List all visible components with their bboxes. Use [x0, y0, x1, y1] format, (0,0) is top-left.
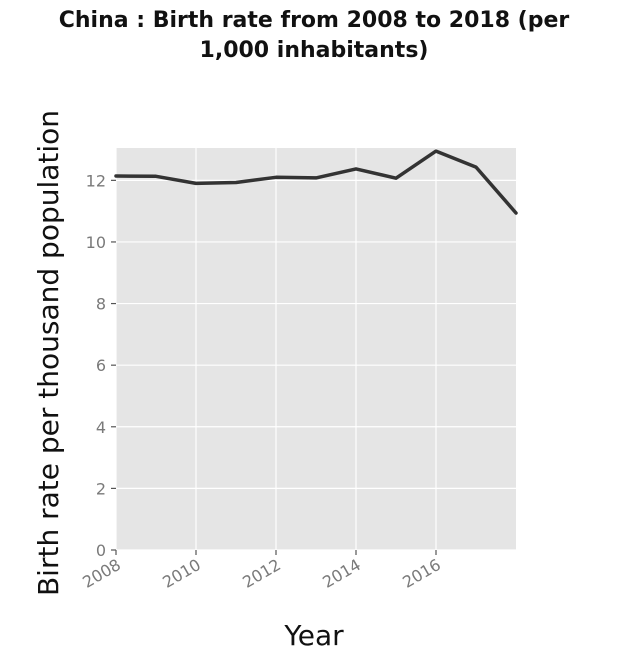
chart-title: China : Birth rate from 2008 to 2018 (pe…	[0, 6, 628, 66]
y-tick-label: 10	[86, 233, 106, 252]
series-line	[114, 149, 518, 215]
y-tick-label: 2	[96, 479, 106, 498]
y-tick-label: 6	[96, 356, 106, 375]
gridlines	[115, 148, 516, 551]
chart-title-line-1: China : Birth rate from 2008 to 2018 (pe…	[58, 8, 570, 33]
x-tick-label: 2010	[159, 555, 204, 592]
y-axis-title: Birth rate per thousand population	[32, 110, 65, 596]
x-tick-label: 2016	[399, 555, 444, 592]
plot-panel	[116, 148, 516, 550]
chart-title-line-2: 1,000 inhabitants)	[199, 38, 429, 63]
x-tick-label: 2008	[79, 555, 124, 592]
y-tick-label: 8	[96, 295, 106, 314]
x-axis-title: Year	[283, 619, 344, 652]
y-tick-label: 4	[96, 418, 106, 437]
y-tick-label: 0	[96, 541, 106, 560]
x-tick-label: 2014	[319, 555, 364, 592]
y-tick-label: 12	[86, 171, 106, 190]
x-tick-label: 2012	[239, 555, 284, 592]
